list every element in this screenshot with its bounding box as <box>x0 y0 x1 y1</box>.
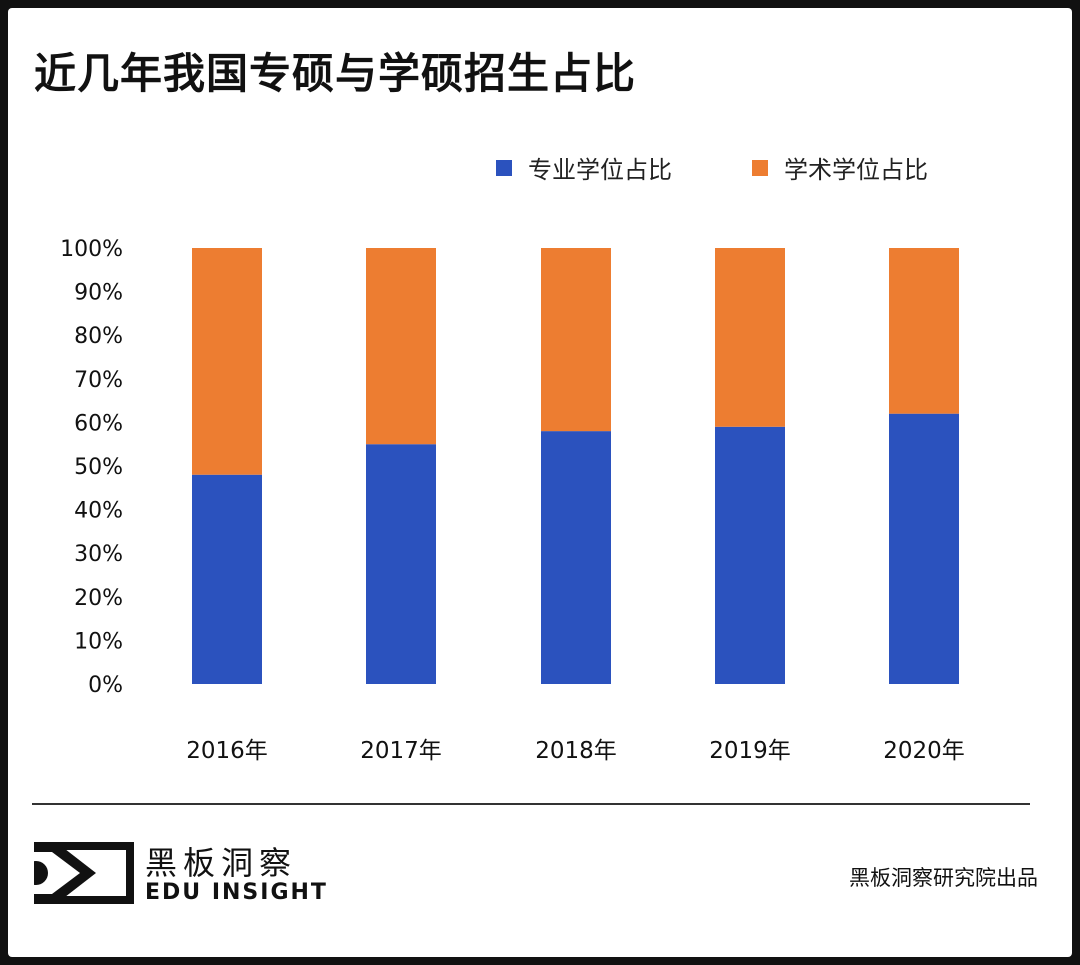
brand-name-en: EDU INSIGHT <box>145 880 328 905</box>
y-tick-label: 10% <box>74 629 123 654</box>
legend-item-academic: 学术学位占比 <box>752 150 928 185</box>
chart-title: 近几年我国专硕与学硕招生占比 <box>34 49 637 98</box>
bar-professional <box>366 444 436 684</box>
y-tick-label: 20% <box>74 586 123 611</box>
y-tick-label: 0% <box>88 673 123 698</box>
bar-professional <box>715 426 785 684</box>
y-tick-label: 70% <box>74 368 123 393</box>
credit-text: 黑板洞察研究院出品 <box>849 866 1038 890</box>
x-tick-label: 2018年 <box>535 738 617 764</box>
y-tick-label: 30% <box>74 542 123 567</box>
brand-name-cn: 黑板洞察 <box>145 844 298 882</box>
bar-academic <box>889 248 959 414</box>
bar-academic <box>192 248 262 475</box>
eye-logo-icon <box>34 842 134 904</box>
y-tick-label: 40% <box>74 499 123 524</box>
legend-label-academic: 学术学位占比 <box>784 156 928 184</box>
legend-label-professional: 专业学位占比 <box>528 156 672 184</box>
legend-swatch-professional <box>496 159 512 176</box>
y-tick-label: 90% <box>74 281 123 306</box>
x-tick-label: 2016年 <box>186 738 268 764</box>
bar-academic <box>715 248 785 427</box>
y-tick-label: 80% <box>74 324 123 349</box>
bar-professional <box>889 413 959 684</box>
y-tick-label: 60% <box>74 411 123 436</box>
bar-professional <box>192 474 262 684</box>
x-tick-label: 2017年 <box>360 738 442 764</box>
bar-professional <box>541 431 611 684</box>
y-tick-label: 100% <box>60 237 123 262</box>
footer-divider <box>32 803 1030 805</box>
x-tick-label: 2019年 <box>709 738 791 764</box>
y-tick-label: 50% <box>74 455 123 480</box>
legend-item-professional: 专业学位占比 <box>496 150 672 185</box>
bar-academic <box>541 248 611 432</box>
legend-swatch-academic <box>752 159 768 176</box>
bar-academic <box>366 248 436 445</box>
x-tick-label: 2020年 <box>883 738 965 764</box>
